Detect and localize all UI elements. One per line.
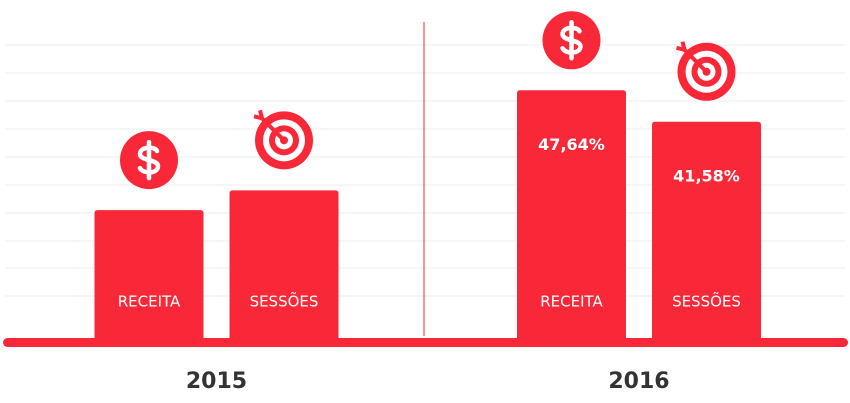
bar-category-label: RECEITA: [118, 293, 181, 311]
target-arrow: [682, 47, 709, 74]
dollar-sign: [137, 139, 161, 181]
target-arrow-feather: [676, 41, 687, 52]
target-arrow: [260, 116, 286, 143]
value-label: 41,58%: [673, 166, 740, 185]
baseline: [3, 338, 848, 347]
dollar-sign: [560, 20, 583, 61]
bar-category-label: RECEITA: [540, 293, 603, 311]
bar: [517, 90, 626, 338]
year-label: 2015: [186, 369, 247, 394]
value-label: 47,64%: [538, 135, 605, 154]
target-arrow-feather: [253, 109, 264, 121]
bar: [94, 210, 204, 338]
bar: [652, 121, 761, 338]
year-label: 2016: [608, 369, 669, 394]
bar-category-label: SESSÕES: [672, 292, 741, 311]
bar-category-label: SESSÕES: [250, 292, 319, 311]
bar: [229, 190, 339, 338]
